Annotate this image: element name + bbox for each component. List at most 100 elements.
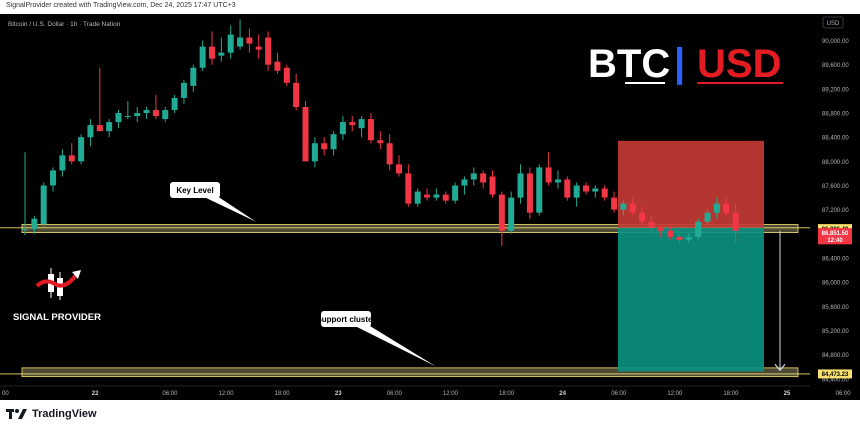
- candle-body: [367, 119, 374, 141]
- brand-right-text: USD: [697, 42, 781, 86]
- candle-body: [648, 221, 655, 228]
- candle: [489, 170, 496, 198]
- candle-body: [209, 46, 215, 59]
- candle-body: [657, 227, 664, 231]
- candle-body: [349, 122, 356, 126]
- candle: [321, 137, 328, 156]
- candle-body: [723, 203, 730, 213]
- tradingview-logo[interactable]: TradingView: [6, 408, 97, 420]
- candle-body: [321, 143, 328, 150]
- x-tick-label: 25: [784, 391, 791, 397]
- candle-body: [424, 194, 431, 198]
- candle: [180, 79, 187, 104]
- y-tick-label: 88,400.00: [822, 136, 849, 142]
- candle-body: [78, 137, 85, 162]
- candle-body: [592, 188, 599, 192]
- candle-body: [237, 37, 244, 47]
- candle-body: [358, 119, 365, 129]
- candle-body: [134, 113, 141, 117]
- candle-body: [115, 113, 122, 123]
- candle: [620, 200, 627, 216]
- candle-body: [461, 179, 468, 186]
- candle: [50, 167, 57, 192]
- candle-body: [667, 230, 674, 237]
- candle-body: [620, 203, 627, 210]
- candle: [657, 224, 664, 237]
- attribution-text: SignalProvider created with TradingView.…: [6, 2, 236, 9]
- candle: [367, 113, 374, 144]
- candle: [134, 107, 141, 123]
- candle-body: [405, 173, 412, 204]
- candle: [723, 197, 730, 216]
- y-tick-label: 84,800.00: [822, 353, 849, 359]
- candle-body: [339, 122, 346, 135]
- x-tick-label: 06:00: [611, 391, 627, 397]
- y-tick-label: 85,600.00: [822, 305, 849, 311]
- x-tick-label: 12:00: [667, 391, 683, 397]
- candle-body: [685, 236, 692, 240]
- y-tick-label: 84,400.00: [822, 377, 849, 383]
- price-axis: [812, 14, 860, 400]
- price-label-text: 84,473.23: [822, 372, 849, 378]
- candle: [452, 182, 459, 204]
- key-level-callout-label: Key Level: [176, 186, 213, 195]
- candle: [536, 164, 543, 216]
- candle-body: [283, 67, 290, 83]
- candle-body: [311, 143, 318, 162]
- candle-body: [601, 188, 608, 198]
- x-tick-label: 06:00: [836, 391, 852, 397]
- candle: [526, 167, 533, 219]
- btc-usd-chart[interactable]: Key Level Support cluster USD 90,000.00 89,…: [0, 14, 860, 400]
- candle: [330, 131, 337, 156]
- candle: [732, 203, 739, 243]
- candle-body: [498, 194, 505, 231]
- candle-body: [489, 176, 496, 195]
- y-tick-label: 89,600.00: [822, 63, 849, 69]
- candle-body: [545, 167, 552, 183]
- candle: [293, 73, 300, 111]
- candle: [629, 197, 636, 216]
- signal-provider-text: SIGNAL PROVIDER: [13, 312, 101, 323]
- price-label: 86,851.50: [818, 228, 852, 238]
- y-tick-label: 85,200.00: [822, 329, 849, 335]
- candle-body: [713, 203, 720, 213]
- candle: [592, 185, 599, 198]
- price-label-box: [818, 228, 852, 238]
- logo-arrow: [72, 270, 81, 279]
- candle: [162, 107, 169, 123]
- currency-button-label: USD: [827, 21, 840, 27]
- y-tick-label: 88,800.00: [822, 112, 849, 118]
- y-tick-label: 87,600.00: [822, 184, 849, 190]
- currency-button-box: [822, 16, 844, 29]
- candle-body: [639, 212, 646, 222]
- candle-body: [704, 212, 711, 222]
- x-tick-label: 24: [559, 391, 566, 397]
- x-tick-label: 12:00: [219, 391, 235, 397]
- candle-body: [583, 185, 589, 192]
- candle-body: [143, 110, 150, 114]
- candle-body: [564, 179, 571, 198]
- x-tick-label: 12:00: [443, 391, 459, 397]
- candle-body: [68, 155, 75, 162]
- y-tick-label: 86,000.00: [822, 281, 849, 287]
- candle-body: [59, 155, 66, 171]
- projection-arrow-head: [774, 363, 786, 372]
- candle-body: [293, 82, 300, 107]
- candle-body: [573, 185, 580, 198]
- candle: [349, 116, 356, 132]
- candle: [106, 119, 113, 138]
- candle: [199, 40, 206, 71]
- candle-body: [452, 185, 459, 201]
- brand-separator: |: [674, 41, 685, 85]
- price-label-box: [818, 235, 852, 245]
- candle-body: [96, 125, 103, 132]
- candle: [480, 170, 487, 189]
- candle: [676, 233, 683, 243]
- candle: [583, 182, 589, 195]
- candle-body: [50, 170, 57, 186]
- candle: [96, 67, 103, 132]
- candle: [601, 185, 608, 201]
- currency-button[interactable]: USD: [822, 16, 844, 29]
- candle-body: [536, 167, 543, 213]
- price-label-text: 86,851.50: [822, 231, 849, 237]
